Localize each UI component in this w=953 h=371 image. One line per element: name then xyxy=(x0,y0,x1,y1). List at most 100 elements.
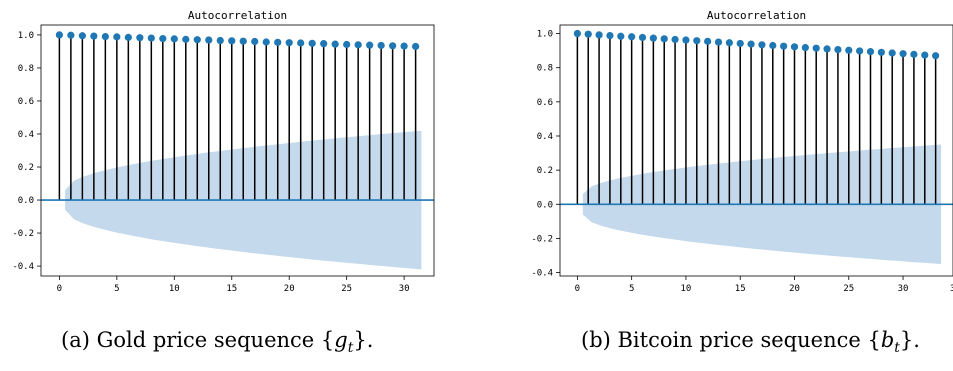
acf-marker xyxy=(628,33,636,41)
acf-marker xyxy=(182,35,190,43)
acf-marker xyxy=(704,37,712,45)
x-tick-label: 5 xyxy=(114,284,119,294)
y-tick-label: 0.4 xyxy=(18,130,34,140)
acf-marker xyxy=(55,31,63,39)
acf-marker xyxy=(343,40,351,49)
x-tick-label: 0 xyxy=(57,284,62,294)
y-tick-label: 0.6 xyxy=(537,98,553,108)
y-tick-label: 0.2 xyxy=(18,163,34,173)
acf-marker xyxy=(239,37,247,45)
caption-variable: b xyxy=(880,328,895,352)
acf-marker xyxy=(170,35,178,43)
acf-marker xyxy=(285,39,293,47)
y-tick-label: 0.0 xyxy=(537,200,553,210)
x-tick-label: 15 xyxy=(226,284,237,294)
acf-marker xyxy=(67,31,75,39)
acf-marker xyxy=(769,41,777,50)
acf-marker xyxy=(78,32,86,40)
acf-marker xyxy=(584,30,592,38)
y-tick-label: 0.6 xyxy=(18,97,34,107)
x-tick-label: 20 xyxy=(789,284,800,294)
caption-variable: g xyxy=(334,328,348,352)
acf-marker xyxy=(595,31,603,39)
acf-marker xyxy=(606,31,614,40)
acf-marker xyxy=(725,39,733,47)
chart-title: Autocorrelation xyxy=(707,9,806,22)
caption-suffix: }. xyxy=(899,328,920,352)
x-tick-label: 25 xyxy=(843,284,854,294)
acf-marker xyxy=(801,43,809,52)
acf-marker xyxy=(331,40,339,48)
acf-marker xyxy=(617,32,625,40)
acf-marker xyxy=(866,48,875,56)
acf-marker xyxy=(660,35,668,43)
x-tick-label: 30 xyxy=(898,284,909,294)
acf-marker xyxy=(856,47,864,55)
acf-marker xyxy=(899,50,907,58)
y-tick-label: -0.4 xyxy=(531,269,553,279)
acf-marker xyxy=(90,32,98,40)
y-tick-label: -0.2 xyxy=(531,234,553,244)
acf-marker xyxy=(736,39,744,48)
acf-marker xyxy=(274,38,282,46)
axes-frame xyxy=(559,24,953,277)
acf-marker xyxy=(297,39,305,47)
x-tick-label: 30 xyxy=(399,284,410,294)
y-tick-label: 0.2 xyxy=(537,166,553,176)
acf-marker xyxy=(124,33,132,41)
y-tick-label: 0.8 xyxy=(18,64,34,74)
acf-marker xyxy=(193,36,201,44)
acf-marker xyxy=(877,48,885,56)
caption-bitcoin: (b) Bitcoin price sequence {bt}. xyxy=(581,328,920,356)
acf-marker xyxy=(714,38,723,46)
y-tick-label: 0.8 xyxy=(537,64,553,74)
y-tick-label: 1.0 xyxy=(537,30,553,40)
acf-marker xyxy=(758,41,766,49)
x-tick-label: 20 xyxy=(284,284,295,294)
acf-marker xyxy=(834,45,842,54)
acf-marker xyxy=(113,33,121,41)
acf-marker xyxy=(780,42,788,50)
acf-marker xyxy=(159,34,167,43)
y-tick-label: 1.0 xyxy=(18,31,34,41)
acf-chart-gold: Autocorrelation -0.4 -0.2 0.0 0.2 0.4 0.6 0.8 1… xyxy=(12,9,435,294)
x-tick-label: 25 xyxy=(341,284,352,294)
acf-chart-bitcoin: Autocorrelation -0.4 -0.2 0.0 0.2 0.4 0.6 0.8 1… xyxy=(531,9,953,294)
chart-title: Autocorrelation xyxy=(188,9,287,22)
x-tick-label: 10 xyxy=(169,284,180,294)
acf-marker xyxy=(205,36,213,44)
acf-marker xyxy=(921,51,929,59)
y-tick-label: -0.4 xyxy=(12,262,34,272)
acf-marker xyxy=(682,36,690,44)
acf-marker xyxy=(790,43,799,51)
acf-marker xyxy=(823,45,831,53)
acf-marker xyxy=(693,37,701,45)
x-tick-label: 0 xyxy=(575,284,580,294)
caption-prefix: (a) Gold price sequence { xyxy=(61,328,335,352)
acf-marker xyxy=(147,34,155,42)
acf-marker xyxy=(308,39,316,47)
acf-marker xyxy=(136,34,144,42)
y-tick-label: 0.4 xyxy=(537,132,553,142)
acf-marker xyxy=(638,33,647,42)
y-tick-label: -0.2 xyxy=(12,229,34,239)
acf-marker xyxy=(377,41,385,50)
acf-marker xyxy=(251,37,259,46)
acf-marker xyxy=(228,37,236,45)
acf-marker xyxy=(747,40,755,48)
acf-marker xyxy=(262,38,270,46)
caption-suffix: }. xyxy=(353,328,374,352)
acf-marker xyxy=(573,29,581,38)
acf-marker xyxy=(910,50,918,58)
acf-marker xyxy=(101,32,109,41)
acf-marker xyxy=(366,41,374,49)
x-tick-label: 15 xyxy=(735,284,746,294)
acf-marker xyxy=(671,35,679,44)
y-tick-label: 0.0 xyxy=(18,196,34,206)
acf-marker xyxy=(320,40,328,48)
acf-marker xyxy=(888,49,896,57)
x-tick-label: 5 xyxy=(629,284,634,294)
acf-marker xyxy=(649,34,657,42)
acf-marker xyxy=(400,42,408,50)
